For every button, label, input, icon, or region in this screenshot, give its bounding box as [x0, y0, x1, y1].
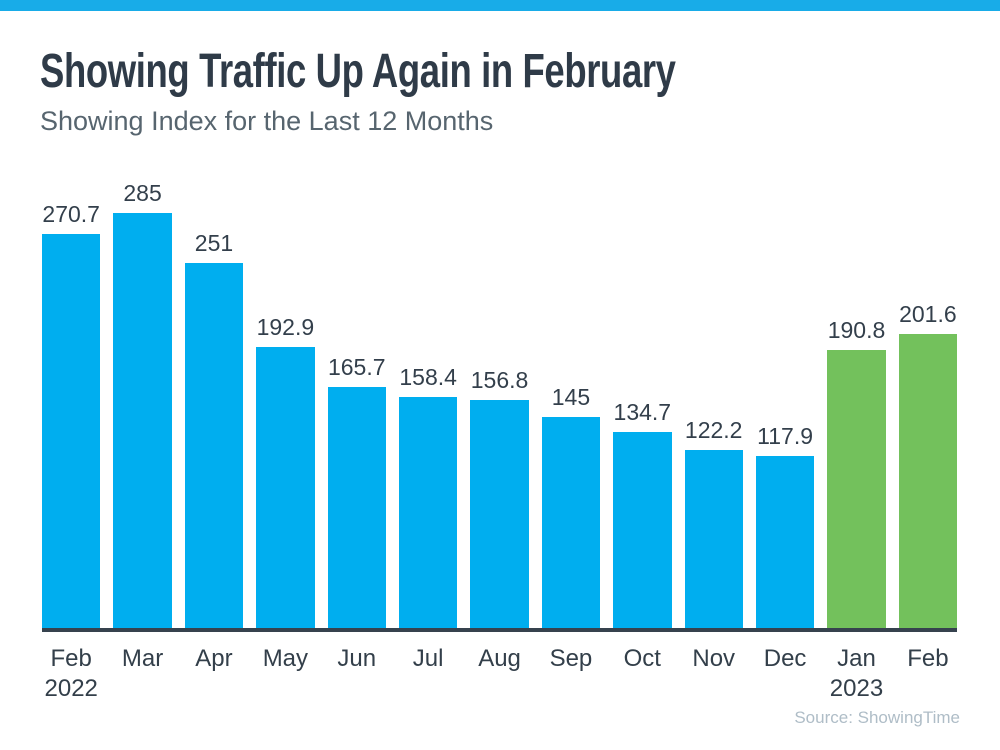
bar-column: 201.6 [898, 300, 958, 628]
bar-column: 145 [541, 383, 601, 628]
bar-value-label: 190.8 [827, 316, 886, 343]
bar [42, 234, 101, 628]
x-axis-tick-labels: Feb 2022 Mar Apr May Jun Jul Aug Sep Oct Nov Dec Jan… [42, 644, 957, 704]
tick-month-label: Feb [907, 645, 949, 672]
bar-column: 190.8 [827, 316, 886, 628]
bar [898, 334, 958, 628]
x-axis-tick: Jan 2023 [827, 644, 885, 704]
bar-value-label: 251 [194, 229, 234, 256]
tick-month-label: Jun [337, 645, 377, 672]
x-axis-tick: Feb [899, 644, 957, 704]
bar [613, 432, 672, 628]
x-axis-tick: Aug [470, 644, 528, 704]
bar [398, 397, 458, 628]
bar [327, 387, 386, 628]
bar-value-label: 145 [551, 383, 591, 410]
bar-value-label: 285 [123, 179, 162, 206]
x-axis-tick: Mar [113, 644, 171, 704]
x-axis-tick: Nov [685, 644, 743, 704]
bar-value-label: 156.8 [470, 366, 529, 393]
tick-month-label: Feb [50, 645, 92, 672]
bar-column: 134.7 [613, 398, 672, 628]
x-axis-line [42, 628, 957, 632]
bar-value-label: 134.7 [613, 398, 672, 425]
tick-month-label: May [262, 645, 309, 672]
bar-column: 156.8 [470, 366, 529, 628]
x-axis-tick: Oct [613, 644, 671, 704]
bar [755, 456, 815, 628]
bar-value-label: 117.9 [757, 422, 814, 449]
bar [684, 450, 743, 628]
x-axis-tick: Jul [399, 644, 457, 704]
tick-month-label: Apr [195, 645, 233, 672]
bar-column: 270.7 [42, 200, 101, 628]
x-axis-tick: Apr [185, 644, 243, 704]
x-axis-tick: Feb 2022 [42, 644, 100, 704]
bar [113, 213, 172, 628]
bar [184, 263, 244, 628]
bar-value-label: 165.7 [327, 353, 386, 380]
bar-column: 192.9 [256, 313, 315, 628]
tick-month-label: Nov [692, 645, 736, 672]
tick-month-label: Jan [837, 645, 876, 672]
bar-chart: 270.7 285 251 192.9 165.7 158.4 156.8 145 134.7 1… [42, 179, 958, 628]
bar-column: 251 [184, 229, 244, 628]
bar-value-label: 158.4 [399, 363, 457, 390]
tick-month-label: Aug [478, 645, 521, 672]
tick-month-label: Sep [549, 645, 593, 672]
bar-value-label: 192.9 [256, 313, 315, 340]
tick-month-label: Dec [763, 645, 807, 672]
bar-value-label: 201.6 [899, 300, 957, 327]
bar [827, 350, 886, 628]
bar-column: 165.7 [327, 353, 386, 628]
top-accent-strip [0, 0, 1000, 11]
tick-month-label: Jul [412, 645, 444, 672]
bar [470, 400, 529, 628]
tick-month-label: Mar [121, 645, 164, 672]
bar-value-label: 122.2 [684, 416, 743, 443]
x-axis-tick: May [256, 644, 314, 704]
chart-subtitle: Showing Index for the Last 12 Months [40, 106, 494, 136]
bar-value-label: 270.7 [42, 200, 100, 227]
bar-column: 285 [113, 179, 172, 628]
bar [256, 347, 315, 628]
x-axis-tick: Dec [756, 644, 814, 704]
bar-column: 122.2 [684, 416, 743, 628]
bar-column: 117.9 [755, 422, 815, 628]
bar-column: 158.4 [398, 363, 458, 628]
chart-title: Showing Traffic Up Again in February [40, 45, 676, 98]
tick-month-label: Oct [623, 645, 661, 672]
source-credit: Source: ShowingTime [794, 708, 960, 727]
x-axis-tick: Jun [328, 644, 386, 704]
tick-year-label: 2023 [829, 675, 884, 702]
bar [541, 417, 601, 628]
tick-year-label: 2022 [44, 675, 98, 702]
x-axis-tick: Sep [542, 644, 600, 704]
